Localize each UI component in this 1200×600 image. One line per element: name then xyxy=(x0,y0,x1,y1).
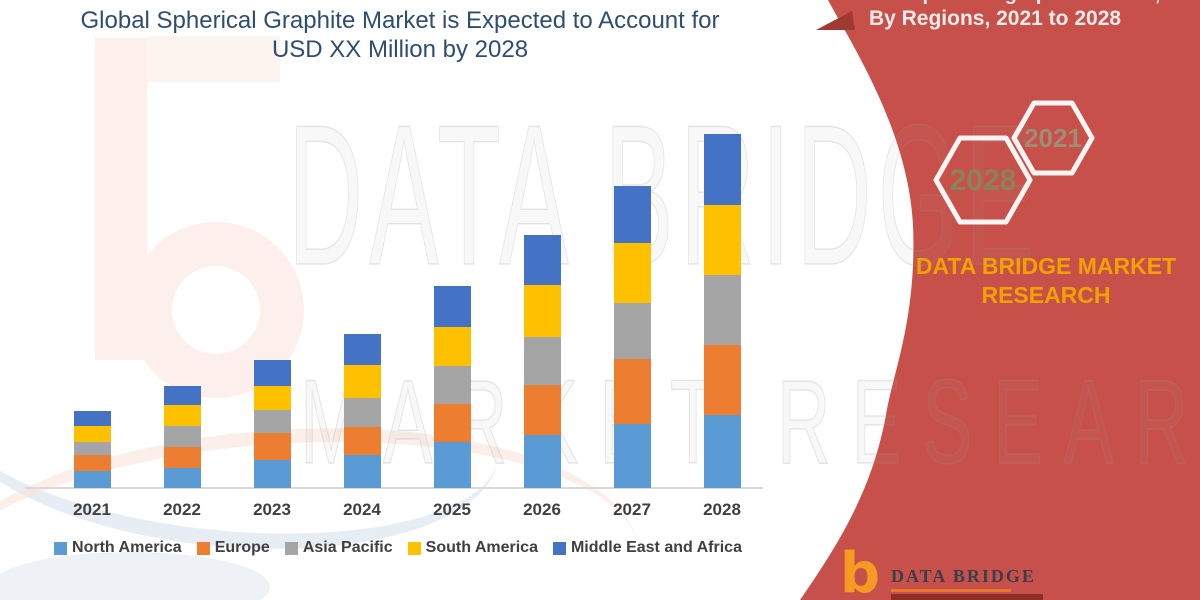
hexagon-2021-outline xyxy=(1011,100,1095,176)
stacked-bar-2024 xyxy=(344,334,381,488)
hexagon-2028: 2028 xyxy=(933,135,1033,225)
chart-title-line1: Global Spherical Graphite Market is Expe… xyxy=(80,7,720,34)
bar-segment-asia-pacific xyxy=(614,303,651,359)
banner-brand-text: DATA BRIDGE MARKET RESEARCH xyxy=(900,252,1192,310)
stacked-bar-2022 xyxy=(164,386,201,488)
bar-segment-south-america xyxy=(164,405,201,426)
x-axis-label-2021: 2021 xyxy=(73,500,111,519)
bar-segment-north-america xyxy=(434,442,471,488)
x-axis-line xyxy=(25,487,763,489)
legend-swatch xyxy=(196,541,210,555)
hexagon-2028-outline xyxy=(933,135,1033,225)
bar-segment-north-america xyxy=(704,415,741,488)
bar-segment-south-america xyxy=(344,365,381,398)
bar-segment-europe xyxy=(254,433,291,460)
legend-swatch xyxy=(552,541,566,555)
bar-segment-asia-pacific xyxy=(74,442,111,455)
legend-label: Asia Pacific xyxy=(302,539,393,556)
legend-swatch xyxy=(54,541,68,555)
bar-segment-asia-pacific xyxy=(254,410,291,433)
bar-segment-north-america xyxy=(614,424,651,488)
bar-segment-asia-pacific xyxy=(164,426,201,447)
bar-segment-south-america xyxy=(254,386,291,410)
legend-item-south-america: South America xyxy=(407,539,538,557)
legend-item-asia-pacific: Asia Pacific xyxy=(284,539,393,557)
bar-segment-north-america xyxy=(344,455,381,488)
bar-segment-middle-east-and-africa xyxy=(344,334,381,365)
banner-brand-line2: RESEARCH xyxy=(981,282,1111,308)
stacked-bar-2026 xyxy=(524,235,561,488)
bar-segment-asia-pacific xyxy=(704,275,741,345)
x-axis-label-2022: 2022 xyxy=(163,500,201,519)
x-axis-label-2027: 2027 xyxy=(613,500,651,519)
bar-segment-europe xyxy=(164,447,201,468)
banner-brand-line1: DATA BRIDGE MARKET xyxy=(915,253,1177,279)
legend-label: Europe xyxy=(214,539,270,556)
bar-segment-south-america xyxy=(74,426,111,442)
bar-segment-middle-east-and-africa xyxy=(74,411,111,426)
chart-title: Global Spherical Graphite Market is Expe… xyxy=(50,6,750,64)
bar-segment-middle-east-and-africa xyxy=(524,235,561,285)
bar-segment-south-america xyxy=(614,243,651,303)
bar-segment-north-america xyxy=(74,471,111,488)
legend-label: North America xyxy=(72,539,182,556)
bar-segment-south-america xyxy=(704,205,741,275)
legend-swatch xyxy=(407,541,421,555)
bar-segment-north-america xyxy=(254,460,291,488)
bar-segment-middle-east-and-africa xyxy=(164,386,201,405)
legend: North America Europe Asia Pacific South Ame… xyxy=(28,539,768,557)
stacked-bar-2027 xyxy=(614,186,651,488)
hexagon-2021: 2021 xyxy=(1011,100,1095,176)
bar-segment-europe xyxy=(614,359,651,424)
legend-item-europe: Europe xyxy=(196,539,270,557)
stacked-bar-2023 xyxy=(254,360,291,488)
bar-segment-europe xyxy=(524,385,561,435)
x-axis-label-2024: 2024 xyxy=(343,500,381,519)
bar-segment-south-america xyxy=(434,327,471,366)
bar-segment-asia-pacific xyxy=(524,337,561,385)
stacked-bar-2021 xyxy=(74,411,111,488)
hexagon-2021-label: 2021 xyxy=(1024,123,1082,153)
x-axis-label-2025: 2025 xyxy=(433,500,471,519)
bar-segment-europe xyxy=(74,455,111,471)
legend-label: South America xyxy=(425,539,538,556)
bar-segment-europe xyxy=(344,427,381,455)
legend-label: Middle East and Africa xyxy=(570,539,742,556)
bar-segment-middle-east-and-africa xyxy=(434,286,471,327)
hexagon-2028-label: 2028 xyxy=(950,164,1017,197)
footer-logo-substrip-clipped xyxy=(891,594,1043,600)
footer-logo-b-glyph: b xyxy=(840,541,881,600)
bar-segment-north-america xyxy=(524,435,561,488)
bar-segment-north-america xyxy=(164,468,201,488)
x-axis-label-2023: 2023 xyxy=(253,500,291,519)
bar-segment-south-america xyxy=(524,285,561,337)
legend-item-north-america: North America xyxy=(54,539,182,557)
bar-segment-asia-pacific xyxy=(434,366,471,404)
legend-item-middle-east-and-africa: Middle East and Africa xyxy=(552,539,742,557)
bar-segment-middle-east-and-africa xyxy=(704,134,741,205)
plot-area: 2021 2022 2023 2024 2025 2026 2027 2028 xyxy=(25,134,763,519)
footer-logo-underline xyxy=(891,589,1011,592)
bar-segment-middle-east-and-africa xyxy=(614,186,651,243)
banner-heading-line2: By Regions, 2021 to 2028 xyxy=(868,7,1122,30)
banner-shape xyxy=(800,0,1200,600)
legend-swatch xyxy=(284,541,298,555)
bar-segment-europe xyxy=(434,404,471,442)
chart-title-line2: USD XX Million by 2028 xyxy=(271,36,529,63)
banner-fold-wedge xyxy=(816,11,855,30)
watermark-b-logo-top xyxy=(147,36,280,82)
x-axis-label-2028: 2028 xyxy=(703,500,741,519)
footer-logo-name: DATA BRIDGE xyxy=(891,566,1036,586)
bar-segment-middle-east-and-africa xyxy=(254,360,291,386)
bar-segment-europe xyxy=(704,345,741,415)
bar-segment-asia-pacific xyxy=(344,398,381,427)
stacked-bar-2028 xyxy=(704,134,741,488)
x-axis-label-2026: 2026 xyxy=(523,500,561,519)
stacked-bar-2025 xyxy=(434,286,471,488)
banner-heading-line1-clipped: Global spherical graphite market, xyxy=(842,0,1162,5)
